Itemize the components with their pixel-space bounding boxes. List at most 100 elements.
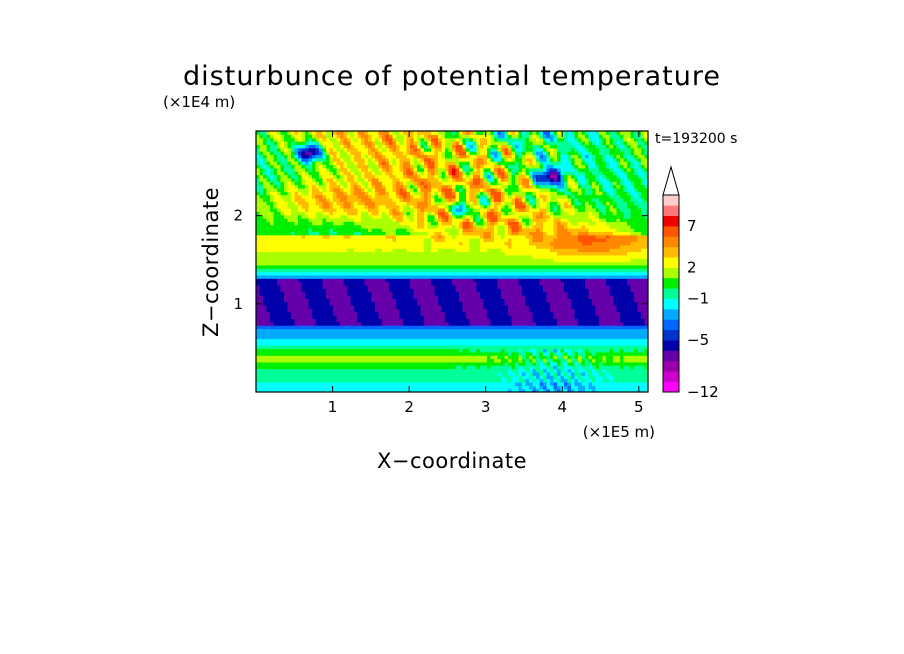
field-cell: [322, 271, 327, 276]
field-cell: [263, 321, 268, 326]
field-cell: [298, 274, 303, 279]
field-cell: [417, 291, 422, 296]
field-cell: [644, 388, 648, 392]
field-cell: [417, 378, 422, 383]
field-cell: [462, 301, 467, 306]
field-cell: [574, 321, 579, 326]
field-cell: [438, 311, 443, 316]
field-cell: [333, 348, 338, 353]
field-cell: [553, 311, 558, 316]
field-cell: [578, 264, 583, 269]
field-cell: [501, 381, 506, 386]
field-cell: [525, 351, 530, 356]
field-cell: [284, 251, 289, 256]
field-cell: [364, 281, 369, 286]
field-cell: [627, 248, 632, 253]
field-cell: [462, 254, 467, 259]
field-cell: [406, 375, 411, 380]
field-cell: [476, 361, 481, 366]
field-cell: [319, 368, 324, 373]
field-cell: [494, 308, 499, 313]
field-cell: [553, 258, 558, 263]
field-cell: [326, 261, 331, 266]
field-cell: [273, 328, 278, 333]
field-cell: [438, 348, 443, 353]
field-cell: [480, 328, 485, 333]
field-cell: [438, 261, 443, 266]
field-cell: [553, 321, 558, 326]
field-cell: [431, 378, 436, 383]
field-cell: [452, 338, 457, 343]
field-cell: [434, 328, 439, 333]
field-cell: [459, 248, 464, 253]
field-cell: [305, 341, 310, 346]
field-cell: [305, 305, 310, 309]
field-cell: [592, 371, 597, 376]
field-cell: [343, 375, 348, 380]
field-cell: [259, 318, 264, 323]
field-cell: [480, 368, 485, 373]
field-cell: [613, 388, 618, 392]
field-cell: [518, 278, 523, 283]
field-cell: [497, 281, 502, 286]
field-cell: [308, 311, 313, 316]
field-cell: [595, 298, 600, 303]
field-cell: [329, 375, 334, 380]
field-cell: [581, 378, 586, 383]
field-cell: [333, 288, 338, 293]
field-cell: [627, 271, 632, 276]
field-cell: [406, 261, 411, 266]
field-cell: [595, 258, 600, 263]
field-cell: [354, 361, 359, 366]
field-cell: [627, 355, 632, 360]
field-cell: [543, 311, 548, 316]
field-cell: [595, 325, 600, 330]
field-cell: [382, 251, 387, 256]
field-cell: [522, 298, 527, 303]
field-cell: [287, 241, 292, 246]
field-cell: [322, 308, 327, 313]
field-cell: [287, 388, 292, 392]
field-cell: [588, 281, 593, 286]
field-cell: [441, 321, 446, 326]
field-cell: [452, 268, 457, 273]
field-cell: [410, 341, 415, 346]
field-cell: [494, 331, 499, 336]
field-cell: [595, 278, 600, 283]
field-cell: [494, 311, 499, 316]
field-cell: [532, 348, 537, 353]
field-cell: [602, 261, 607, 266]
field-cell: [504, 321, 509, 326]
field-cell: [413, 385, 418, 390]
field-cell: [497, 261, 502, 266]
field-cell: [385, 315, 390, 319]
time-label: t=193200 s: [655, 131, 737, 147]
field-cell: [403, 318, 408, 323]
field-cell: [606, 355, 611, 360]
field-cell: [298, 338, 303, 343]
field-cell: [588, 288, 593, 293]
field-cell: [277, 338, 282, 343]
field-cell: [336, 375, 341, 380]
field-cell: [483, 338, 488, 343]
field-cell: [424, 288, 429, 293]
field-cell: [529, 338, 534, 343]
field-cell: [522, 388, 527, 392]
field-cell: [270, 278, 275, 283]
field-cell: [574, 251, 579, 256]
field-cell: [378, 315, 383, 319]
field-cell: [445, 241, 450, 246]
field-cell: [592, 361, 597, 366]
field-cell: [424, 294, 429, 299]
field-cell: [273, 254, 278, 259]
field-cell: [336, 258, 341, 263]
field-cell: [291, 274, 296, 279]
field-cell: [602, 288, 607, 293]
field-cell: [413, 358, 418, 363]
field-cell: [263, 241, 268, 246]
field-cell: [417, 388, 422, 392]
field-cell: [431, 298, 436, 303]
field-cell: [291, 388, 296, 392]
field-cell: [371, 378, 376, 383]
field-cell: [413, 268, 418, 273]
